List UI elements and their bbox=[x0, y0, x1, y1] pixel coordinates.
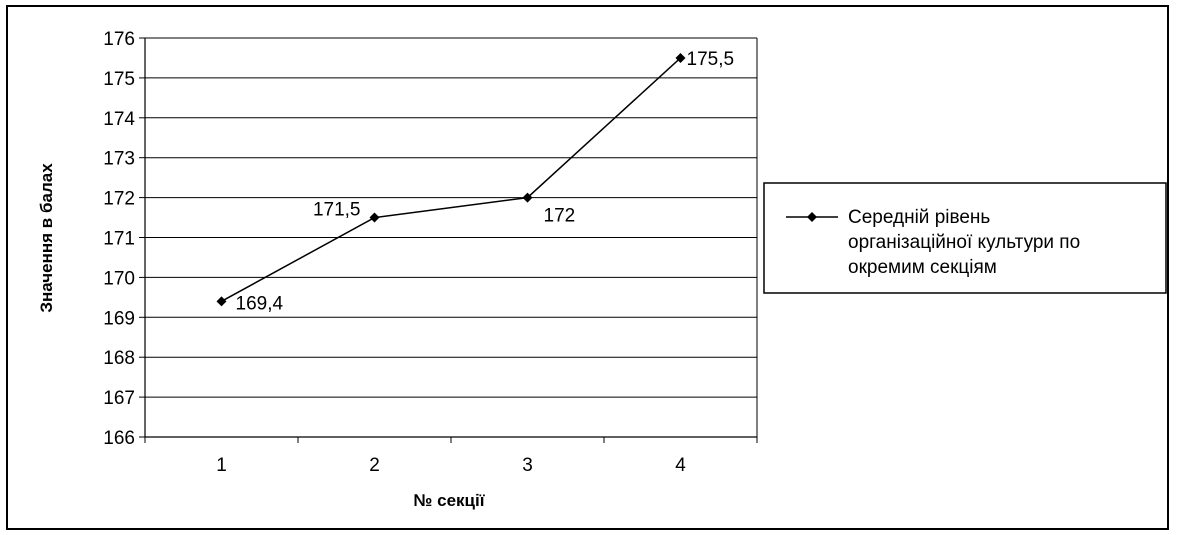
y-tick-labels: 166 167 168 169 170 171 172 173 174 175 176 bbox=[103, 29, 135, 449]
x-tick-label: 3 bbox=[522, 455, 533, 476]
x-axis-title: № секції bbox=[413, 491, 485, 510]
y-tick-label: 170 bbox=[103, 268, 135, 289]
x-tick-label: 2 bbox=[369, 455, 380, 476]
legend-text-line-1: Середній рівень bbox=[848, 207, 990, 228]
gridlines bbox=[145, 37, 757, 398]
data-labels: 169,4 171,5 172 175,5 bbox=[236, 49, 735, 314]
data-label: 175,5 bbox=[687, 49, 735, 70]
data-point-marker bbox=[522, 192, 533, 203]
legend-marker-swatch bbox=[807, 212, 817, 222]
x-tick-labels: 1 2 3 4 bbox=[216, 455, 686, 476]
y-tick-label: 167 bbox=[103, 388, 135, 409]
y-tick-label: 175 bbox=[103, 69, 135, 90]
y-tick-label: 176 bbox=[103, 29, 135, 50]
data-point-marker bbox=[369, 212, 380, 223]
series-line bbox=[221, 57, 682, 302]
y-axis-title: Значення в балах bbox=[37, 163, 56, 313]
legend-text-line-3: окремим секціям bbox=[848, 257, 997, 278]
legend: Середній рівень організаційної культури … bbox=[763, 182, 1167, 294]
data-label: 169,4 bbox=[236, 293, 284, 314]
data-label: 172 bbox=[544, 206, 576, 227]
y-tick-label: 168 bbox=[103, 348, 135, 369]
data-point-marker bbox=[216, 296, 227, 307]
axes bbox=[139, 37, 758, 443]
y-tick-label: 173 bbox=[103, 149, 135, 170]
y-tick-label: 166 bbox=[103, 428, 135, 449]
legend-text-line-2: організаційної культури по bbox=[848, 232, 1080, 253]
y-tick-label: 174 bbox=[103, 109, 135, 130]
x-tick-label: 1 bbox=[216, 455, 227, 476]
legend-box bbox=[763, 182, 1167, 294]
data-label: 171,5 bbox=[313, 200, 361, 221]
y-tick-label: 172 bbox=[103, 189, 135, 210]
y-tick-label: 171 bbox=[103, 229, 135, 250]
y-tick-label: 169 bbox=[103, 308, 135, 329]
data-point-marker bbox=[675, 52, 686, 63]
series-line bbox=[216, 52, 686, 307]
x-tick-label: 4 bbox=[675, 455, 686, 476]
